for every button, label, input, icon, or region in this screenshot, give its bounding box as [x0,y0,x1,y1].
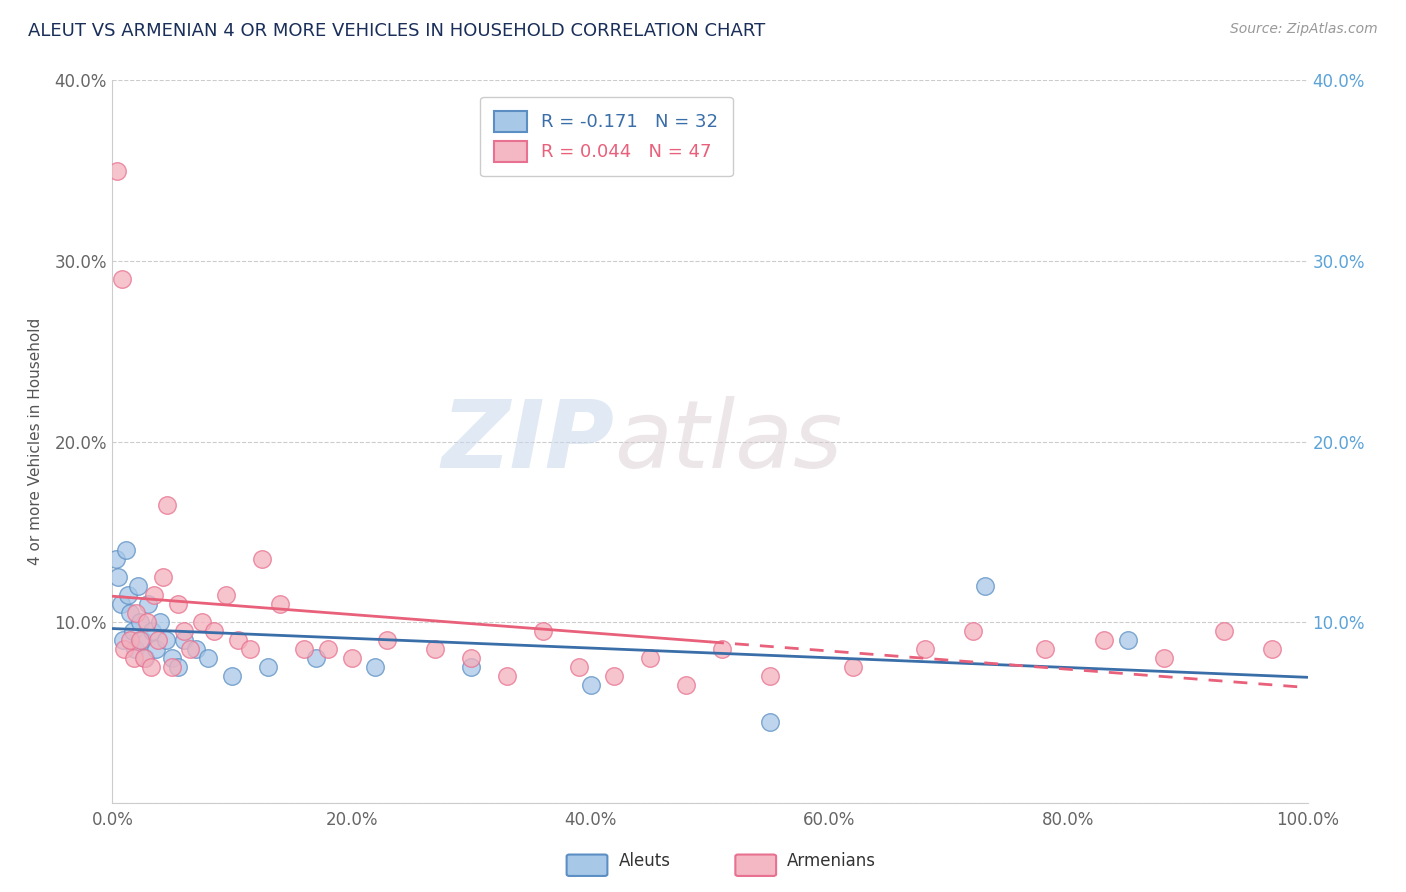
Point [129,615,152,630]
Point [107,570,129,584]
Point [186,642,208,657]
Point [191,615,214,630]
Point [305,651,328,665]
Point [114,542,136,557]
Point [711,642,734,657]
Text: ZIP: ZIP [441,395,614,488]
Point [120,606,142,620]
Point [202,624,225,639]
Point [114,642,135,657]
Point [156,498,179,512]
Point [914,642,936,657]
Point [136,615,159,630]
Y-axis label: 4 or more Vehicles in Household: 4 or more Vehicles in Household [28,318,44,566]
Point [974,579,997,593]
Point [120,633,142,648]
Point [149,615,172,630]
Point [146,633,169,648]
Point [292,642,315,657]
Point [640,651,662,665]
Text: Armenians: Armenians [787,852,876,870]
Point [962,624,984,639]
Point [105,163,128,178]
Point [112,633,135,648]
Point [138,597,160,611]
Text: atlas: atlas [614,396,842,487]
Point [568,660,591,674]
Point [1213,624,1236,639]
Point [162,651,183,665]
Point [111,272,134,286]
Point [531,624,554,639]
Point [1094,633,1116,648]
Point [131,633,153,648]
Point [579,678,602,692]
Point [496,669,519,683]
Point [269,597,291,611]
Point [316,642,339,657]
Point [127,579,149,593]
Point [155,633,177,648]
Point [134,651,156,665]
Point [125,606,148,620]
Point [152,570,174,584]
Point [173,633,195,648]
Point [1153,651,1175,665]
Point [167,660,190,674]
Point [377,633,399,648]
Point [675,678,697,692]
Point [132,651,155,665]
Point [197,651,219,665]
Point [173,624,195,639]
Point [179,642,201,657]
Point [460,651,482,665]
Point [425,642,447,657]
Point [364,660,387,674]
Point [124,642,146,657]
Point [221,669,243,683]
Point [1118,633,1140,648]
Point [121,624,143,639]
Point [226,633,249,648]
Point [145,642,167,657]
Point [143,588,166,602]
Point [250,552,273,566]
Point [340,651,363,665]
Point [1261,642,1284,657]
Point [105,552,128,566]
Point [139,660,162,674]
Point [460,660,482,674]
Point [603,669,626,683]
Point [257,660,280,674]
Point [759,669,782,683]
Point [842,660,865,674]
Point [117,588,139,602]
Text: Aleuts: Aleuts [619,852,671,870]
Point [141,624,163,639]
Point [1033,642,1056,657]
Point [162,660,183,674]
Point [215,588,238,602]
Point [122,651,145,665]
Point [129,633,152,648]
Point [110,597,132,611]
Point [759,714,782,729]
Text: Source: ZipAtlas.com: Source: ZipAtlas.com [1230,22,1378,37]
Legend: R = -0.171   N = 32, R = 0.044   N = 47: R = -0.171 N = 32, R = 0.044 N = 47 [479,96,733,176]
Text: ALEUT VS ARMENIAN 4 OR MORE VEHICLES IN HOUSEHOLD CORRELATION CHART: ALEUT VS ARMENIAN 4 OR MORE VEHICLES IN … [28,22,765,40]
Point [239,642,262,657]
Point [167,597,190,611]
